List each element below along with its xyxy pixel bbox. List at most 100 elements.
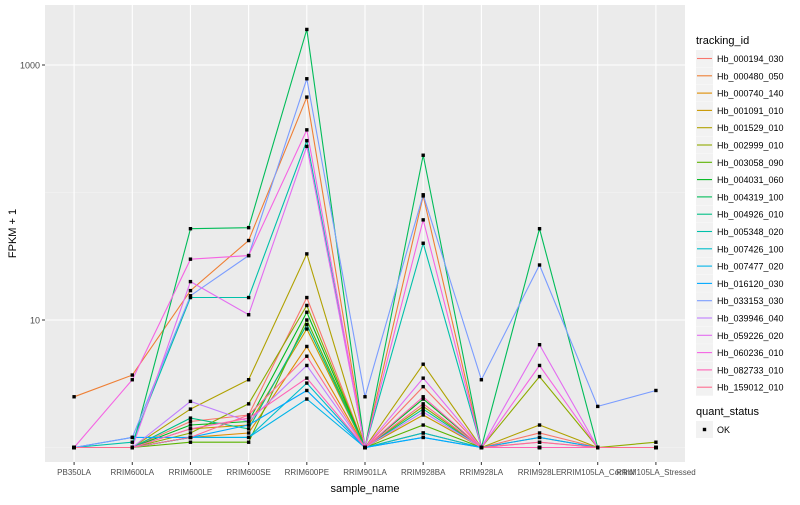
data-point xyxy=(305,318,309,322)
legend-label: Hb_059226_020 xyxy=(717,331,784,341)
data-point xyxy=(305,327,309,331)
data-point xyxy=(421,218,425,222)
data-point xyxy=(479,445,484,450)
data-point xyxy=(654,445,658,450)
legend-title: tracking_id xyxy=(696,35,749,47)
legend-label: Hb_039946_040 xyxy=(717,314,784,324)
data-point xyxy=(188,295,193,300)
data-point xyxy=(188,423,193,427)
data-point xyxy=(479,378,484,382)
data-point xyxy=(130,440,134,444)
data-point xyxy=(72,395,76,399)
data-point xyxy=(421,404,425,409)
data-point xyxy=(305,128,309,132)
x-tick-label: RRIM928LE xyxy=(518,468,562,477)
data-point xyxy=(188,440,193,444)
legend-label: Hb_004926_010 xyxy=(717,210,784,220)
x-tick-label: PB350LA xyxy=(57,468,91,477)
legend-label: Hb_060236_010 xyxy=(717,348,784,358)
data-point xyxy=(421,407,425,411)
data-point xyxy=(305,252,309,256)
data-point xyxy=(188,399,193,404)
data-point xyxy=(305,77,309,81)
x-tick-label: RRIM105LA_Stressed xyxy=(616,468,696,477)
data-point xyxy=(421,395,425,399)
legend-label: Hb_002999_010 xyxy=(717,141,784,151)
data-point xyxy=(421,241,425,245)
data-point xyxy=(537,363,542,368)
x-tick-label: RRIM600PE xyxy=(285,468,329,477)
legend-label: Hb_082733_010 xyxy=(717,365,784,375)
legend-label: Hb_033153_030 xyxy=(717,296,784,306)
legend-label: Hb_016120_030 xyxy=(717,279,784,289)
data-point xyxy=(537,343,542,347)
x-tick-label: RRIM901LA xyxy=(343,468,387,477)
data-point xyxy=(421,376,425,380)
data-point xyxy=(421,397,425,401)
data-point xyxy=(188,294,193,298)
data-point xyxy=(246,402,251,406)
data-point xyxy=(130,435,134,440)
data-point xyxy=(421,435,425,440)
data-point xyxy=(421,402,425,406)
y-tick-label: 10 xyxy=(30,316,40,326)
data-point xyxy=(421,193,425,197)
data-point xyxy=(305,363,309,368)
data-point xyxy=(188,416,193,420)
data-point xyxy=(246,440,251,444)
data-point xyxy=(246,378,251,382)
data-point xyxy=(537,227,542,231)
legend-label: Hb_007426_100 xyxy=(717,244,784,254)
data-point xyxy=(188,288,193,293)
data-point xyxy=(305,397,309,401)
data-point xyxy=(305,138,309,143)
shape-legend-label: OK xyxy=(717,425,730,435)
legend-label: Hb_001091_010 xyxy=(717,106,784,116)
data-point xyxy=(188,279,193,284)
data-point xyxy=(246,419,251,424)
data-point xyxy=(654,388,658,393)
data-point xyxy=(421,362,425,366)
data-point xyxy=(305,310,309,314)
data-point xyxy=(130,378,134,382)
data-point xyxy=(246,423,251,427)
data-point xyxy=(363,395,367,399)
legend-label: Hb_003058_090 xyxy=(717,158,784,168)
data-point xyxy=(537,445,542,450)
data-point xyxy=(654,440,658,444)
data-point xyxy=(246,435,251,440)
legend-label: Hb_000194_030 xyxy=(717,54,784,64)
data-point xyxy=(246,313,251,317)
data-point xyxy=(72,445,76,450)
data-point xyxy=(421,423,425,427)
data-point xyxy=(305,303,309,308)
data-point xyxy=(246,238,251,243)
x-axis-title: sample_name xyxy=(330,483,399,495)
data-point xyxy=(305,295,309,300)
legend-label: Hb_007477_020 xyxy=(717,262,784,272)
x-tick-label: RRIM600LA xyxy=(110,468,154,477)
data-point xyxy=(305,354,309,358)
data-point xyxy=(246,225,251,230)
data-point xyxy=(421,413,425,417)
legend-label: Hb_005348_020 xyxy=(717,227,784,237)
data-point xyxy=(421,410,425,414)
shape-legend-point xyxy=(702,427,707,432)
data-point xyxy=(305,27,309,32)
legend-label: Hb_000480_050 xyxy=(717,71,784,81)
data-point xyxy=(537,440,542,444)
data-point xyxy=(537,423,542,427)
data-point xyxy=(305,322,309,327)
data-point xyxy=(246,253,251,258)
legend-label: Hb_004031_060 xyxy=(717,175,784,185)
data-point xyxy=(246,413,251,417)
data-point xyxy=(537,263,542,267)
data-point xyxy=(537,435,542,440)
data-point xyxy=(421,153,425,157)
data-point xyxy=(596,445,600,450)
data-point xyxy=(305,376,309,380)
legend-label: Hb_000740_140 xyxy=(717,89,784,99)
data-point xyxy=(246,431,251,435)
x-tick-label: RRIM105LA_Control xyxy=(561,468,635,477)
